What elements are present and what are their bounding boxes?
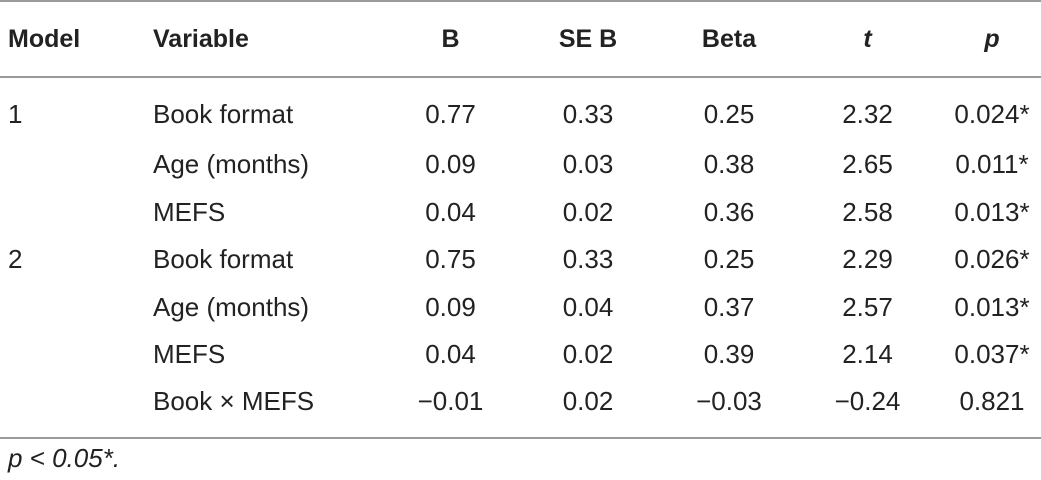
cell-t: 2.32 <box>842 99 893 129</box>
cell-variable: Book format <box>153 99 294 129</box>
header-model: Model <box>0 0 153 78</box>
regression-table: Model Variable B SE B Beta t p 1 Book fo… <box>0 0 1041 439</box>
cell-b: 0.04 <box>425 339 476 370</box>
cell-se-b: 0.02 <box>562 339 614 370</box>
cell-t: −0.24 <box>800 378 935 439</box>
header-beta: Beta <box>658 0 800 78</box>
regression-table-container: Model Variable B SE B Beta t p 1 Book fo… <box>0 0 1041 439</box>
cell-p: 0.024* <box>954 99 1030 129</box>
header-row: Model Variable B SE B Beta t p <box>0 0 1041 78</box>
cell-se-b: 0.33 <box>562 99 614 129</box>
cell-t: 2.65 <box>842 149 893 180</box>
cell-se-b: 0.33 <box>562 244 614 275</box>
cell-t: 2.58 <box>842 196 893 227</box>
cell-variable: Book × MEFS <box>153 378 383 439</box>
cell-p: 0.821 <box>935 378 1041 439</box>
cell-beta: 0.38 <box>703 149 755 180</box>
table-row: Age (months) 0.09 0.03 0.38 2.65 0.011* <box>0 141 1041 189</box>
cell-variable: Age (months) <box>153 149 310 180</box>
cell-model: 1 <box>8 99 23 129</box>
table-row: MEFS 0.04 0.02 0.39 2.14 0.037* <box>0 331 1041 379</box>
table-row: Age (months) 0.09 0.04 0.37 2.57 0.013* <box>0 284 1041 332</box>
cell-t: 2.14 <box>842 339 893 370</box>
table-row: 2 Book format 0.75 0.33 0.25 2.29 0.026* <box>0 236 1041 284</box>
cell-beta: 0.36 <box>703 196 755 227</box>
cell-b: 0.09 <box>425 149 476 180</box>
cell-b: −0.01 <box>383 378 518 439</box>
cell-p: 0.013* <box>954 291 1030 322</box>
cell-model: 2 <box>8 244 23 275</box>
table-row: Book × MEFS −0.01 0.02 −0.03 −0.24 0.821 <box>0 378 1041 439</box>
cell-variable: Book format <box>153 244 294 275</box>
cell-beta: 0.37 <box>703 291 755 322</box>
cell-se-b: 0.03 <box>562 149 614 180</box>
cell-variable: Age (months) <box>153 291 310 322</box>
cell-beta: −0.03 <box>658 378 800 439</box>
cell-model <box>0 284 153 332</box>
cell-p: 0.026* <box>954 244 1030 275</box>
cell-se-b: 0.02 <box>562 196 614 227</box>
cell-model <box>0 189 153 237</box>
table-body: 1 Book format 0.77 0.33 0.25 2.32 0.024*… <box>0 77 1041 439</box>
header-p: p <box>935 0 1041 78</box>
table-row: MEFS 0.04 0.02 0.36 2.58 0.013* <box>0 189 1041 237</box>
cell-se-b: 0.04 <box>562 291 614 322</box>
header-se-b: SE B <box>518 0 658 78</box>
cell-b: 0.75 <box>425 244 476 275</box>
cell-model <box>0 378 153 439</box>
header-variable: Variable <box>153 0 383 78</box>
cell-b: 0.09 <box>425 291 476 322</box>
cell-p: 0.037* <box>954 339 1030 370</box>
cell-p: 0.013* <box>954 196 1030 227</box>
header-t: t <box>800 0 935 78</box>
cell-t: 2.57 <box>842 291 893 322</box>
header-b: B <box>383 0 518 78</box>
cell-model <box>0 141 153 189</box>
table-row: 1 Book format 0.77 0.33 0.25 2.32 0.024* <box>0 77 1041 141</box>
cell-beta: 0.25 <box>703 99 755 129</box>
cell-b: 0.77 <box>425 99 476 129</box>
cell-p: 0.011* <box>955 149 1029 180</box>
cell-variable: MEFS <box>153 339 226 370</box>
cell-se-b: 0.02 <box>518 378 658 439</box>
table-footnote: p < 0.05*. <box>8 443 121 473</box>
cell-beta: 0.39 <box>703 339 755 370</box>
cell-model <box>0 331 153 379</box>
cell-t: 2.29 <box>842 244 893 275</box>
table-header: Model Variable B SE B Beta t p <box>0 0 1041 78</box>
cell-variable: MEFS <box>153 196 226 227</box>
cell-beta: 0.25 <box>703 244 755 275</box>
cell-b: 0.04 <box>425 196 476 227</box>
